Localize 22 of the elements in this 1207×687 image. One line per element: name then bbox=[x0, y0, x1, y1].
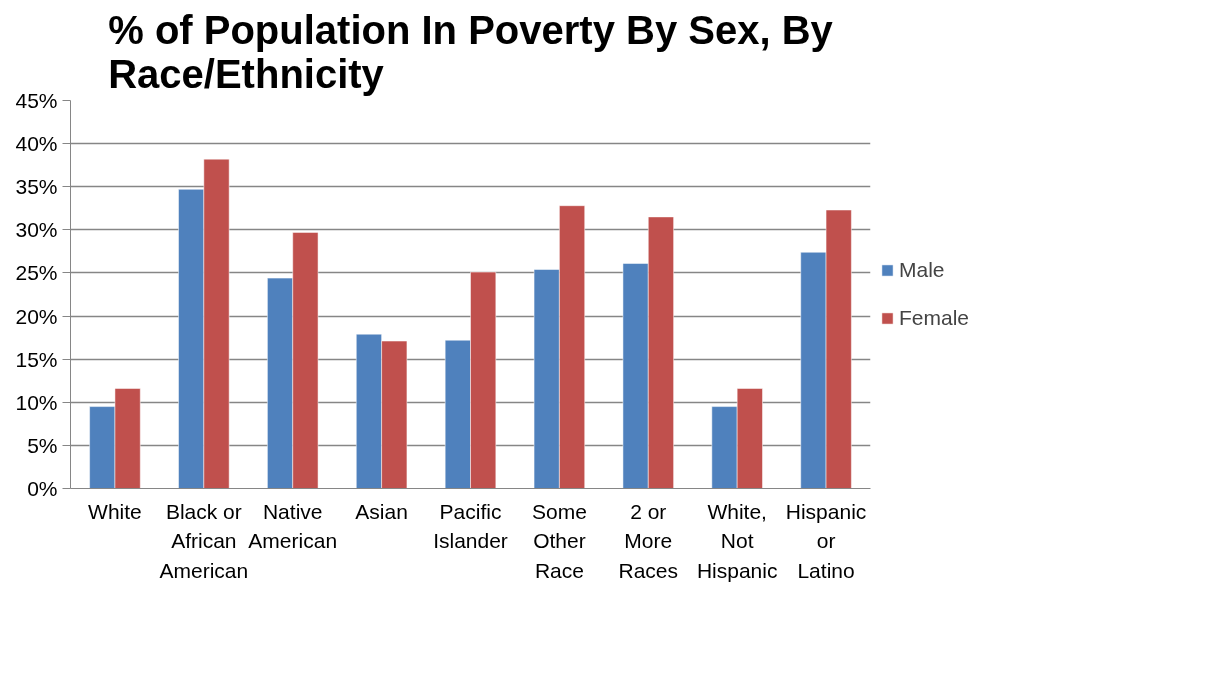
x-tick-label: 2 or More Races bbox=[618, 499, 679, 583]
x-tick-label: White, Not Hispanic bbox=[696, 499, 778, 583]
x-tick-label: Hispanic or Latino bbox=[785, 499, 867, 583]
y-tick-label: 0% bbox=[27, 477, 58, 500]
y-tick-label: 15% bbox=[15, 347, 58, 371]
y-tick-label: 35% bbox=[15, 175, 58, 199]
y-tick-label: 30% bbox=[15, 218, 58, 242]
legend-label: Female bbox=[899, 306, 970, 330]
legend-label: Male bbox=[899, 258, 945, 282]
y-tick-label: 20% bbox=[15, 304, 58, 328]
y-tick-label: 25% bbox=[15, 261, 58, 285]
x-tick-label: Native American bbox=[248, 499, 338, 553]
x-tick-label: White bbox=[88, 499, 142, 523]
chart-title: % of Population In Poverty By Sex, By Race/Ethnicity bbox=[108, 7, 834, 96]
x-tick-label: Black or African American bbox=[159, 499, 249, 583]
x-tick-label: Some Other Race bbox=[531, 499, 587, 583]
y-tick-label: 5% bbox=[27, 433, 58, 457]
y-tick-label: 45% bbox=[15, 89, 58, 112]
x-tick-label: Asian bbox=[355, 499, 408, 523]
x-tick-label: Pacific Islander bbox=[433, 499, 508, 553]
y-tick-label: 40% bbox=[15, 132, 58, 156]
y-tick-label: 10% bbox=[15, 390, 58, 414]
